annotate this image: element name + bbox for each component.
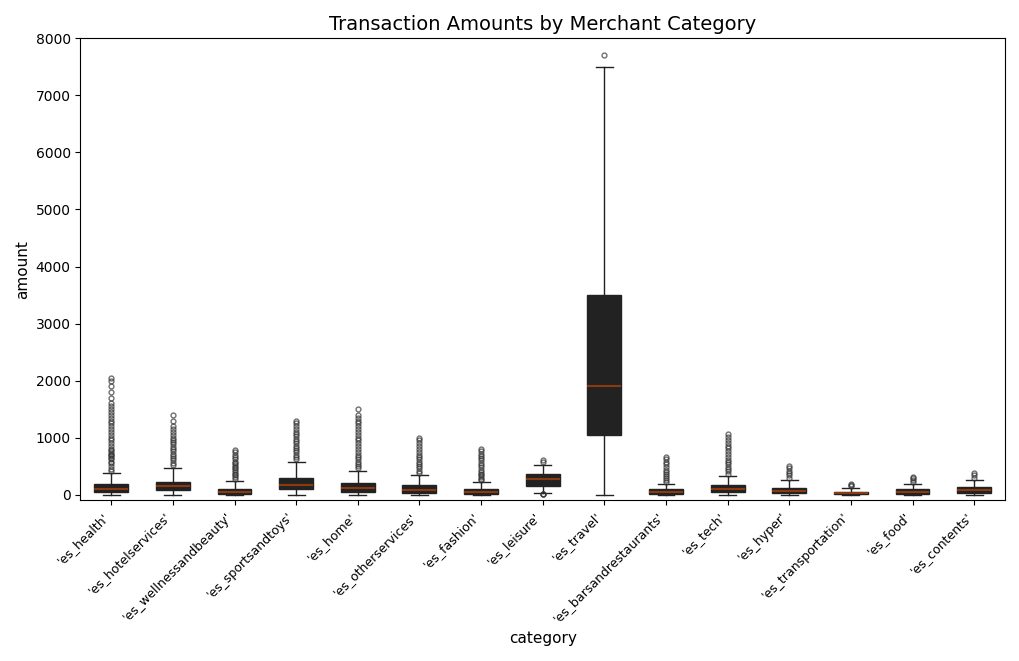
PathPatch shape — [710, 485, 744, 492]
Title: Transaction Amounts by Merchant Category: Transaction Amounts by Merchant Category — [329, 15, 755, 34]
PathPatch shape — [279, 479, 313, 488]
PathPatch shape — [464, 489, 497, 494]
PathPatch shape — [956, 486, 990, 493]
PathPatch shape — [587, 295, 621, 435]
PathPatch shape — [895, 489, 928, 494]
PathPatch shape — [156, 482, 190, 490]
PathPatch shape — [771, 488, 805, 493]
PathPatch shape — [648, 489, 683, 494]
PathPatch shape — [403, 485, 436, 493]
PathPatch shape — [525, 475, 559, 486]
PathPatch shape — [94, 484, 128, 492]
Y-axis label: amount: amount — [15, 240, 30, 299]
PathPatch shape — [340, 483, 374, 492]
PathPatch shape — [217, 488, 252, 494]
PathPatch shape — [834, 492, 867, 494]
X-axis label: category: category — [508, 631, 576, 646]
